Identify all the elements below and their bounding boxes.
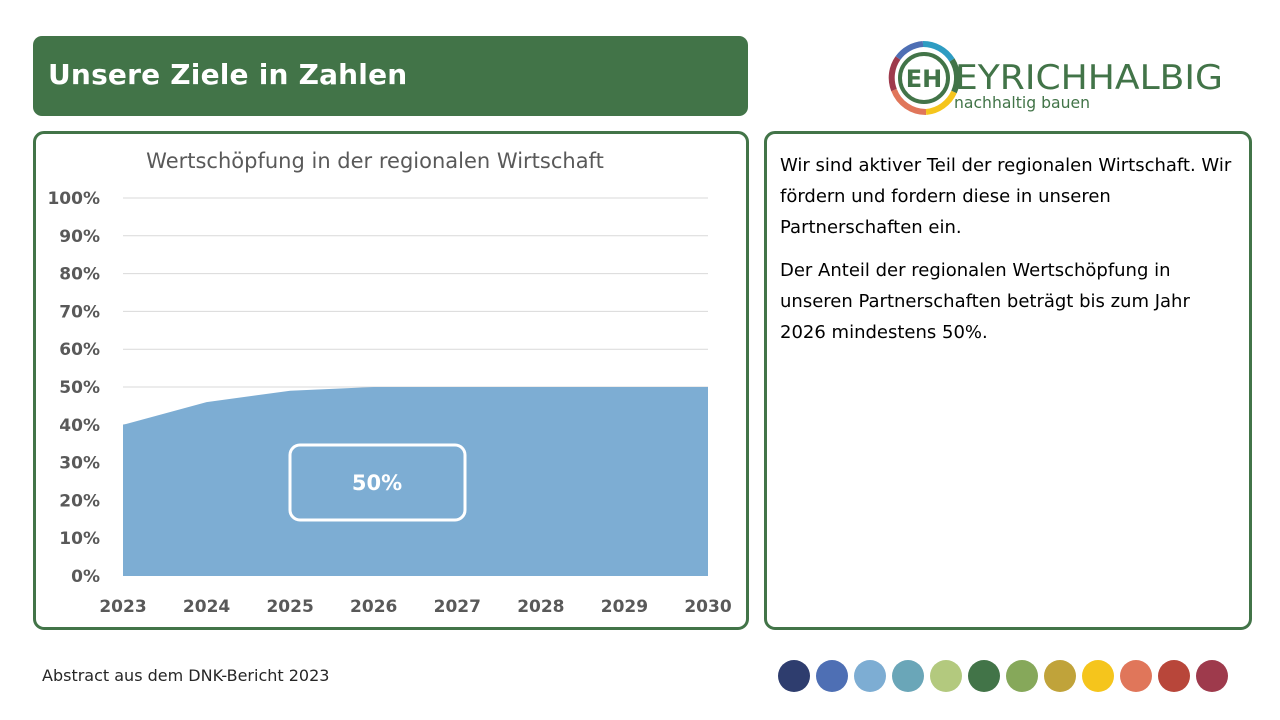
color-palette [778, 660, 1228, 692]
y-tick-label: 50% [59, 378, 100, 398]
y-tick-label: 60% [59, 340, 100, 360]
x-tick-label: 2028 [517, 597, 564, 617]
y-tick-label: 40% [59, 416, 100, 436]
x-tick-label: 2026 [350, 597, 397, 617]
palette-dot [816, 660, 848, 692]
annotation-label: 50% [352, 471, 402, 495]
palette-dot [778, 660, 810, 692]
title-bar: Unsere Ziele in Zahlen [33, 36, 748, 116]
y-tick-label: 100% [47, 189, 100, 209]
description-panel: Wir sind aktiver Teil der regionalen Wir… [764, 131, 1252, 630]
page-title: Unsere Ziele in Zahlen [48, 58, 408, 91]
y-tick-label: 0% [71, 567, 100, 587]
footer-source: Abstract aus dem DNK-Bericht 2023 [42, 666, 330, 685]
palette-dot [1196, 660, 1228, 692]
y-tick-label: 10% [59, 529, 100, 549]
x-tick-label: 2024 [183, 597, 230, 617]
palette-dot [892, 660, 924, 692]
y-tick-label: 80% [59, 265, 100, 285]
y-tick-label: 30% [59, 454, 100, 474]
logo-brand-name: EYRICHHALBIG [955, 58, 1223, 98]
palette-dot [1082, 660, 1114, 692]
y-tick-label: 90% [59, 227, 100, 247]
logo-tagline: nachhaltig bauen [954, 93, 1090, 112]
palette-dot [854, 660, 886, 692]
palette-dot [968, 660, 1000, 692]
annotation-box [288, 443, 467, 522]
palette-dot [1044, 660, 1076, 692]
area-series [123, 387, 708, 576]
x-tick-label: 2027 [434, 597, 481, 617]
chart-title: Wertschöpfung in der regionalen Wirtscha… [146, 149, 604, 173]
x-tick-label: 2030 [684, 597, 731, 617]
description-paragraph-1: Wir sind aktiver Teil der regionalen Wir… [780, 155, 1232, 238]
x-tick-label: 2023 [99, 597, 146, 617]
palette-dot [1120, 660, 1152, 692]
chart-panel: Wertschöpfung in der regionalen Wirtscha… [33, 131, 749, 630]
area-chart: Wertschöpfung in der regionalen Wirtscha… [47, 149, 731, 617]
palette-dot [1158, 660, 1190, 692]
palette-dot [1006, 660, 1038, 692]
x-tick-label: 2029 [601, 597, 648, 617]
palette-dot [930, 660, 962, 692]
x-tick-label: 2025 [266, 597, 313, 617]
logo-monogram: EH [906, 65, 942, 93]
logo-ring-icon [888, 40, 961, 116]
company-logo: EH EYRICHHALBIG nachhaltig bauen [888, 40, 1223, 116]
y-tick-label: 20% [59, 491, 100, 511]
description-paragraph-2: Der Anteil der regionalen Wertschöpfung … [780, 260, 1190, 343]
y-tick-label: 70% [59, 302, 100, 322]
